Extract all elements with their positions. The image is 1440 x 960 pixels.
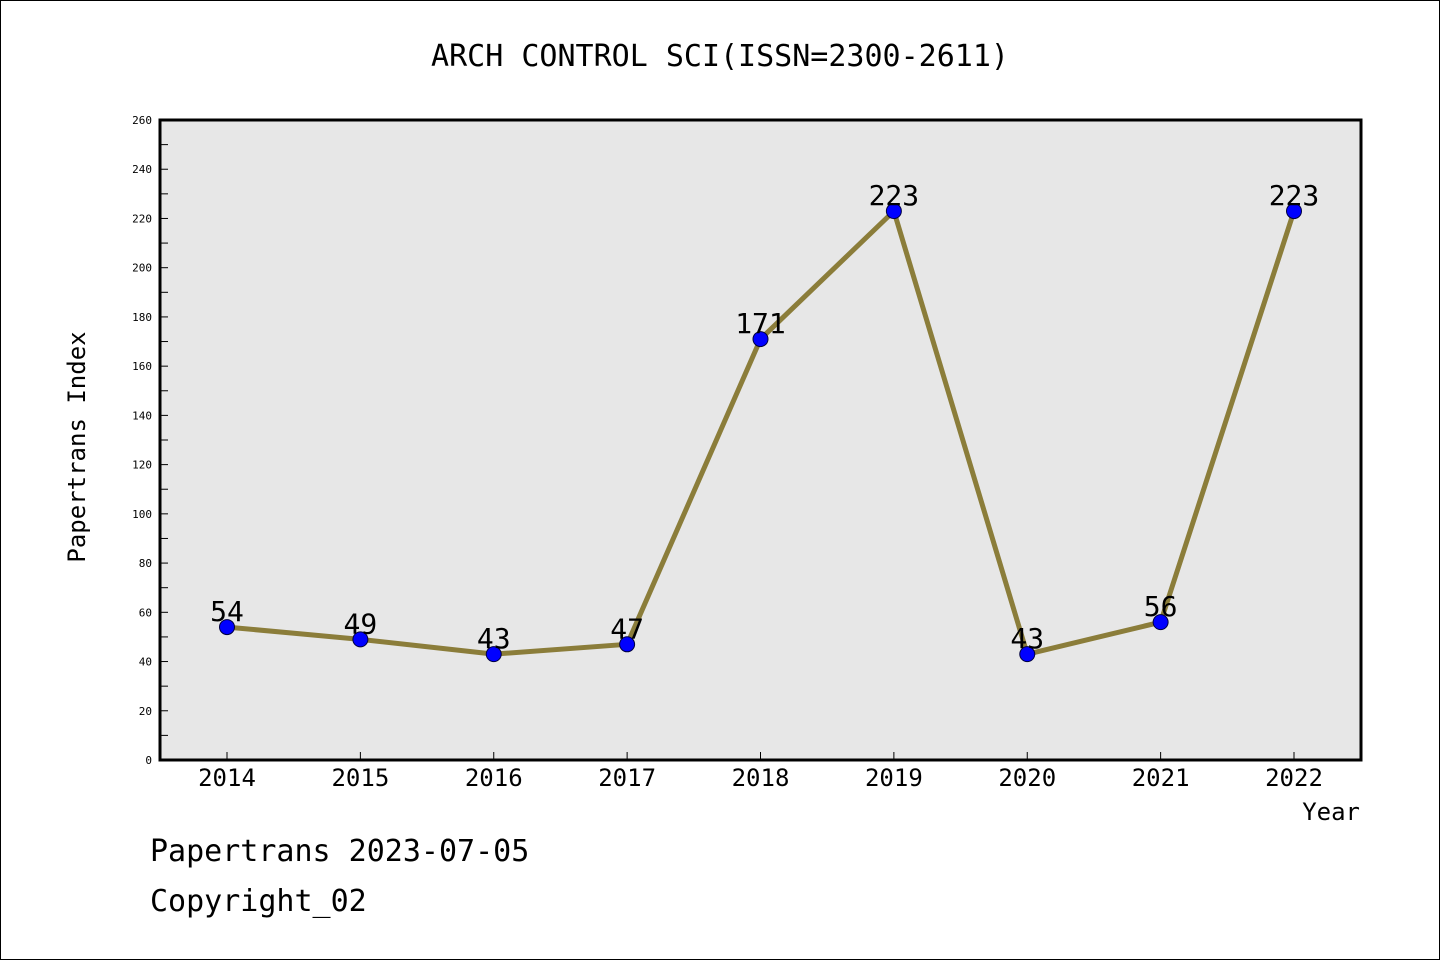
y-axis-label: Papertrans Index xyxy=(63,331,91,562)
plot-frame xyxy=(158,118,1363,762)
y-tick-label: 0 xyxy=(145,754,152,767)
x-tick-label: 2018 xyxy=(732,764,790,792)
x-tick-label: 2019 xyxy=(865,764,923,792)
plot-area xyxy=(160,120,1361,760)
y-tick-label: 20 xyxy=(139,705,152,718)
y-tick-label: 260 xyxy=(132,114,152,127)
y-tick-label: 140 xyxy=(132,409,152,422)
x-tick-label: 2016 xyxy=(465,764,523,792)
y-tick-label: 60 xyxy=(139,606,152,619)
data-point xyxy=(219,619,235,636)
data-point xyxy=(352,631,369,648)
data-label: 56 xyxy=(1144,590,1178,623)
data-point xyxy=(485,646,502,663)
x-tick-label: 2020 xyxy=(998,764,1056,792)
y-tick-label: 220 xyxy=(132,212,152,225)
data-point xyxy=(619,636,636,653)
x-tick-label: 2022 xyxy=(1265,764,1323,792)
y-tick-label: 200 xyxy=(132,262,152,275)
data-point xyxy=(752,331,769,348)
data-label: 223 xyxy=(869,179,920,212)
chart-title: ARCH CONTROL SCI(ISSN=2300-2611) xyxy=(431,39,1009,74)
data-label: 47 xyxy=(610,612,644,645)
x-tick-label: 2015 xyxy=(331,764,389,792)
data-point xyxy=(1019,646,1036,663)
y-tick-label: 80 xyxy=(139,557,152,570)
data-point xyxy=(885,203,902,220)
data-label: 54 xyxy=(210,595,244,628)
data-label: 43 xyxy=(477,622,511,655)
x-tick-label: 2014 xyxy=(198,764,256,792)
footer-copyright-text: Copyright_02 xyxy=(150,884,367,919)
data-label: 223 xyxy=(1269,179,1320,212)
y-tick-label: 160 xyxy=(132,360,152,373)
footer-date-text: Papertrans 2023-07-05 xyxy=(150,834,530,869)
y-tick-label: 240 xyxy=(132,163,152,176)
data-label: 49 xyxy=(344,607,378,640)
y-tick-label: 100 xyxy=(132,508,152,521)
x-tick-label: 2017 xyxy=(598,764,656,792)
x-tick-label: 2021 xyxy=(1132,764,1190,792)
data-point xyxy=(1152,614,1169,631)
y-tick-label: 180 xyxy=(132,311,152,324)
data-point xyxy=(1286,203,1302,220)
y-tick-label: 120 xyxy=(132,459,152,472)
data-label: 43 xyxy=(1010,622,1044,655)
x-axis-label: Year xyxy=(1302,798,1360,826)
y-tick-label: 40 xyxy=(139,656,152,669)
data-label: 171 xyxy=(735,307,786,340)
